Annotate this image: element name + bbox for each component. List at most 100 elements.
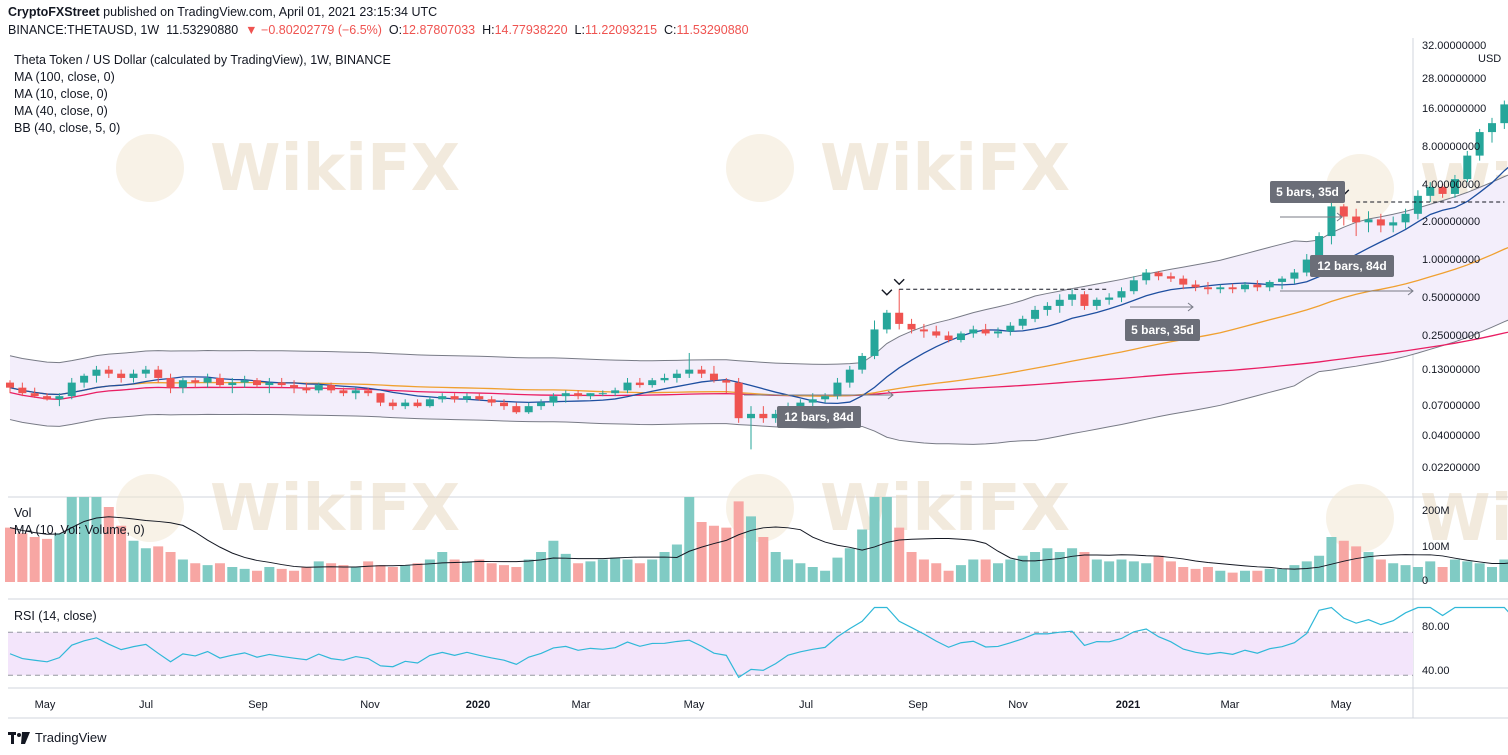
volume-bar	[1314, 555, 1325, 582]
candle-body	[648, 380, 657, 386]
candle	[512, 402, 521, 414]
candle-body	[92, 369, 101, 376]
candle	[1105, 293, 1114, 305]
candle	[1241, 281, 1249, 293]
candle-body	[203, 377, 212, 383]
legend-ma100[interactable]: MA (100, close, 0)	[14, 70, 115, 84]
volume-bar	[116, 525, 127, 582]
candle	[228, 377, 237, 394]
price-tick-label: 16.00000000	[1422, 103, 1486, 115]
volume-bar	[1178, 567, 1189, 582]
candle-body	[771, 413, 780, 419]
candle-body	[376, 393, 385, 403]
volume-bar	[363, 561, 374, 582]
volume-bar	[511, 567, 522, 582]
volume-bar	[437, 552, 448, 582]
candle	[994, 327, 1002, 338]
candle	[43, 393, 52, 401]
candle-body	[1315, 236, 1324, 260]
series-title[interactable]: Theta Token / US Dollar (calculated by T…	[14, 53, 391, 67]
candle	[1142, 269, 1151, 285]
candle-body	[1117, 291, 1126, 298]
legend-ma40[interactable]: MA (40, close, 0)	[14, 104, 108, 118]
candle-body	[277, 382, 286, 386]
watermark-text: WikiFX	[1420, 482, 1508, 556]
time-tick-label: Jul	[799, 699, 813, 711]
candle	[586, 393, 595, 400]
legend-bb[interactable]: BB (40, close, 5, 0)	[14, 121, 121, 135]
candle	[141, 365, 150, 378]
volume-bar	[1042, 548, 1053, 582]
volume-bar	[1128, 561, 1139, 582]
volume-bar	[832, 557, 843, 582]
candle-body	[30, 393, 39, 397]
volume-bar	[91, 497, 102, 582]
volume-bar	[412, 563, 423, 582]
candle	[1031, 305, 1040, 323]
volume-bar	[326, 563, 337, 582]
volume-bar	[1054, 552, 1065, 582]
footer-brand[interactable]: TradingView	[35, 730, 107, 745]
volume-bar	[1289, 565, 1300, 582]
volume-bar	[1202, 567, 1213, 582]
candle-body	[919, 329, 928, 332]
candle	[129, 369, 138, 383]
candle-body	[1105, 297, 1114, 300]
volume-tick-label: 200M	[1422, 505, 1450, 517]
volume-bar	[795, 563, 806, 582]
candle	[944, 331, 953, 343]
candle	[1488, 117, 1496, 143]
volume-bar	[993, 563, 1003, 582]
candle	[1413, 190, 1422, 220]
candle	[1166, 272, 1175, 282]
volume-bar	[387, 567, 398, 582]
candle-body	[1327, 206, 1336, 237]
candle	[549, 393, 558, 407]
currency-label: USD	[1478, 53, 1501, 65]
candle	[364, 387, 373, 397]
time-tick-label: May	[35, 699, 56, 711]
candle-body	[1228, 287, 1237, 290]
candle	[1092, 297, 1101, 310]
volume-bar	[1351, 546, 1362, 582]
annotation-badge	[777, 406, 861, 428]
candle	[166, 373, 175, 394]
legend-ma10[interactable]: MA (10, close, 0)	[14, 87, 108, 101]
candle-body	[228, 382, 237, 386]
candle-body	[302, 387, 311, 391]
candle-body	[685, 369, 694, 374]
candle	[1055, 294, 1064, 313]
volume-label[interactable]: Vol	[14, 506, 32, 520]
candle	[117, 369, 126, 383]
watermark-logo-icon	[726, 134, 794, 202]
candle-body	[1154, 272, 1163, 277]
volume-bar	[42, 538, 53, 582]
rsi-label[interactable]: RSI (14, close)	[14, 609, 97, 623]
volume-bar	[177, 559, 188, 582]
volume-bar	[214, 563, 225, 582]
candle	[1302, 254, 1311, 277]
volume-bar	[807, 567, 818, 582]
volume-bar	[1437, 567, 1448, 582]
volume-bar	[943, 570, 954, 582]
publisher-name[interactable]: CryptoFXStreet	[8, 5, 100, 19]
volume-bar	[733, 501, 744, 582]
candle	[191, 377, 200, 388]
time-tick-label: May	[684, 699, 705, 711]
volume-bar	[708, 525, 719, 582]
candle-body	[969, 329, 978, 334]
candle	[648, 377, 657, 388]
candle-body	[956, 333, 965, 341]
publish-line: CryptoFXStreet published on TradingView.…	[8, 5, 437, 19]
volume-bar	[770, 552, 781, 582]
candle	[1265, 280, 1274, 292]
volume-bar	[79, 497, 90, 582]
publish-info: published on TradingView.com, April 01, …	[99, 5, 438, 19]
candle	[1438, 183, 1447, 198]
volume-bar	[918, 559, 929, 582]
candle-body	[500, 402, 508, 407]
candle-body	[154, 369, 163, 378]
volume-ma-label[interactable]: MA (10, Vol: Volume, 0)	[14, 523, 145, 537]
candle-body	[314, 385, 323, 391]
